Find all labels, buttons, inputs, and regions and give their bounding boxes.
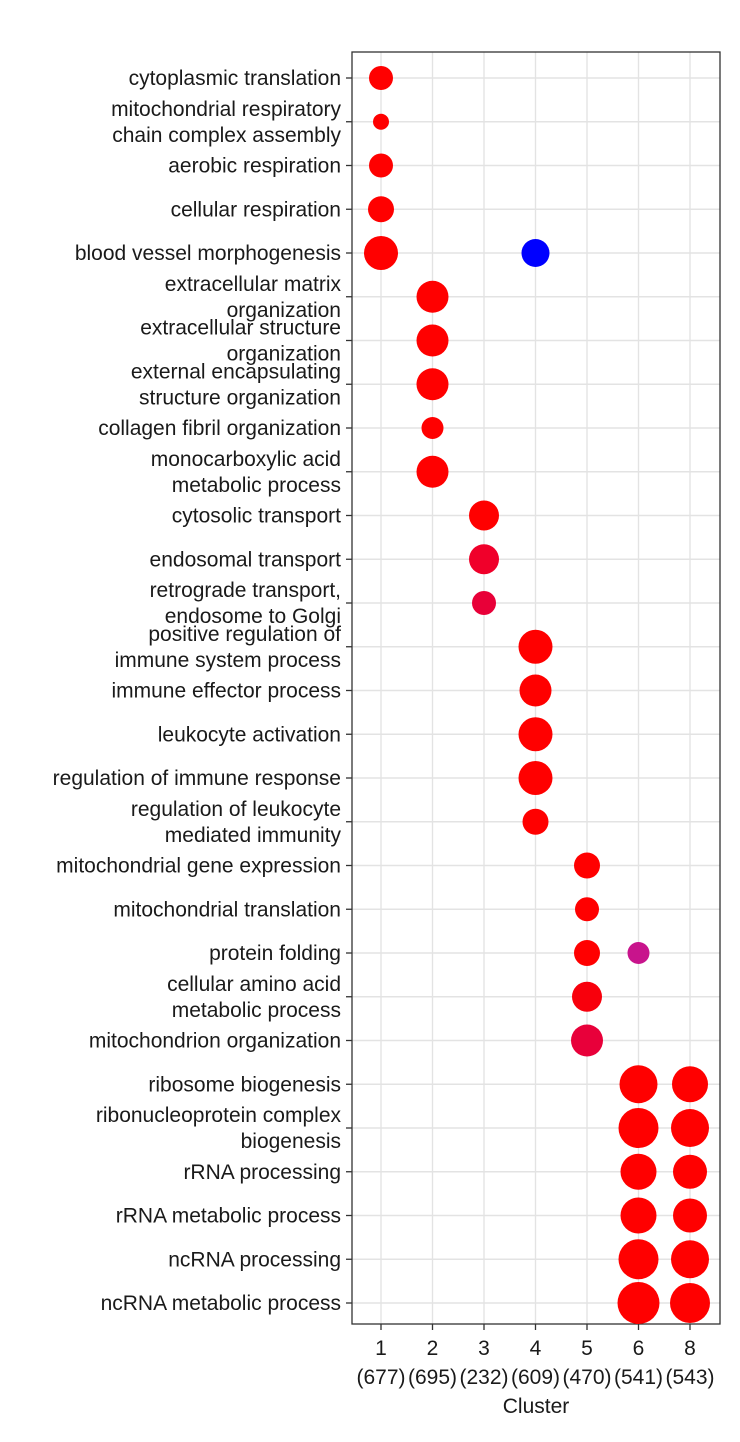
y-tick-label: extracellular structure organization — [140, 317, 341, 366]
data-point — [627, 942, 650, 964]
x-tick-count-label: (541) — [614, 1366, 663, 1389]
x-tick-label: 3 — [478, 1337, 490, 1360]
y-tick-label: mitochondrial respiratory chain complex a… — [111, 98, 341, 147]
x-axis-labels: 1 (677) 2 (695) 3 (232) 4 (609) 5 (470) 6 (541) 8 (54… — [356, 1337, 714, 1389]
y-tick-label: regulation of leukocyte mediated immunity — [131, 798, 342, 847]
y-tick-label: mitochondrion organization — [89, 1030, 341, 1053]
y-tick-label: rRNA processing — [183, 1161, 341, 1184]
data-point — [518, 629, 553, 664]
data-point — [574, 852, 600, 879]
y-tick-label: collagen fibril organization — [98, 417, 341, 440]
data-point — [369, 153, 393, 178]
y-tick-label: protein folding — [209, 942, 341, 965]
y-tick-label: leukocyte activation — [158, 723, 341, 746]
y-axis-ticks — [346, 77, 352, 1304]
data-point — [620, 1153, 657, 1190]
data-point — [373, 113, 389, 130]
data-point — [618, 1108, 659, 1148]
data-point — [672, 1066, 708, 1103]
data-point — [571, 1024, 603, 1057]
y-tick-label: rRNA metabolic process — [116, 1205, 341, 1228]
data-point — [572, 981, 602, 1012]
x-tick-label: 5 — [581, 1337, 593, 1360]
data-point — [364, 236, 398, 270]
data-point — [521, 239, 550, 267]
y-tick-label: cellular amino acid metabolic process — [167, 973, 341, 1022]
data-point — [469, 544, 499, 575]
y-tick-label: mitochondrial gene expression — [56, 855, 341, 878]
data-point — [618, 1239, 659, 1280]
x-tick-count-label: (695) — [408, 1366, 457, 1389]
data-point — [368, 196, 394, 223]
data-point — [469, 500, 499, 531]
x-tick-count-label: (609) — [511, 1366, 560, 1389]
y-tick-label: cytosolic transport — [172, 505, 341, 528]
y-tick-label: cellular respiration — [171, 198, 341, 221]
y-tick-label: cytoplasmic translation — [129, 67, 341, 90]
y-tick-label: retrograde transport, endosome to Golgi — [150, 579, 341, 628]
y-tick-label: extracellular matrix organization — [165, 273, 342, 322]
x-tick-label: 8 — [684, 1337, 696, 1360]
y-tick-label: ribonucleoprotein complex biogenesis — [96, 1104, 342, 1153]
data-point — [416, 368, 449, 401]
data-point — [519, 674, 552, 707]
x-tick-count-label: (232) — [459, 1366, 508, 1389]
data-point — [671, 1240, 709, 1279]
data-point — [619, 1065, 658, 1104]
y-tick-label: immune effector process — [111, 680, 341, 703]
data-point — [574, 940, 600, 966]
data-point — [421, 417, 444, 439]
data-point — [416, 324, 449, 357]
y-tick-label: endosomal transport — [150, 548, 342, 571]
x-axis-title: Cluster — [503, 1395, 570, 1418]
data-point — [472, 591, 496, 615]
x-tick-count-label: (543) — [665, 1366, 714, 1389]
y-tick-label: aerobic respiration — [168, 155, 341, 178]
x-tick-label: 4 — [530, 1337, 542, 1360]
data-point — [671, 1109, 709, 1147]
y-tick-label: monocarboxylic acid metabolic process — [151, 448, 341, 497]
y-tick-label: mitochondrial translation — [113, 898, 341, 921]
data-point — [518, 717, 553, 752]
data-point — [575, 897, 599, 922]
y-tick-label: regulation of immune response — [53, 767, 341, 790]
y-tick-label: blood vessel morphogenesis — [75, 242, 341, 265]
data-point — [673, 1198, 707, 1233]
data-point — [369, 66, 393, 90]
x-axis-ticks — [380, 1324, 691, 1330]
data-point — [416, 280, 449, 313]
x-tick-count-label: (470) — [562, 1366, 611, 1389]
x-tick-label: 6 — [633, 1337, 645, 1360]
x-tick-label: 1 — [375, 1337, 387, 1360]
y-tick-label: ncRNA processing — [168, 1248, 341, 1271]
data-points — [364, 66, 710, 1324]
y-axis-labels: cytoplasmic translation mitochondrial res… — [53, 67, 342, 1315]
y-tick-label: ncRNA metabolic process — [101, 1292, 341, 1315]
data-point — [620, 1197, 657, 1234]
data-point — [416, 455, 449, 488]
data-point — [518, 761, 553, 795]
y-tick-label: positive regulation of immune system proc… — [115, 623, 342, 672]
y-tick-label: external encapsulating structure organiza… — [131, 360, 341, 409]
data-point — [522, 808, 549, 835]
data-point — [617, 1282, 660, 1324]
y-tick-label: ribosome biogenesis — [148, 1073, 341, 1096]
x-tick-label: 2 — [427, 1337, 439, 1360]
data-point — [670, 1283, 710, 1323]
x-tick-count-label: (677) — [356, 1366, 405, 1389]
data-point — [673, 1154, 707, 1189]
